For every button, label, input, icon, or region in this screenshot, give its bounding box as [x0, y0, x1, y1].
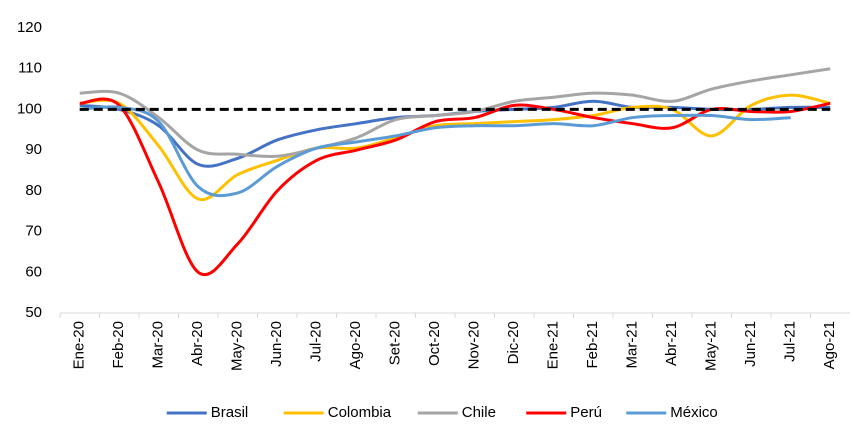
x-tick-label: May-20 — [229, 321, 246, 371]
y-tick-label: 120 — [17, 19, 42, 36]
x-tick-label: Mar-20 — [150, 321, 167, 369]
series-line — [79, 67, 831, 159]
y-tick-label: 110 — [18, 60, 42, 77]
x-tick-label: Abr-21 — [663, 321, 680, 366]
x-tick-label: Ago-21 — [821, 321, 838, 369]
x-tick-label: Ene-21 — [545, 321, 562, 369]
x-tick-label: Ene-20 — [71, 321, 88, 369]
x-tick-label: Nov-20 — [466, 321, 483, 369]
x-tick-label: May-21 — [703, 321, 720, 371]
y-tick-label: 100 — [17, 100, 42, 117]
x-tick-label: Feb-21 — [584, 321, 601, 369]
legend-label: Perú — [570, 404, 602, 421]
legend-label: México — [670, 404, 718, 421]
x-tick-label: Jul-21 — [782, 321, 799, 362]
x-tick-label: Jul-20 — [308, 321, 325, 362]
legend-label: Colombia — [328, 404, 392, 421]
y-tick-label: 60 — [25, 263, 42, 280]
x-tick-label: Jun-21 — [742, 321, 759, 367]
x-tick-label: Ago-20 — [347, 321, 364, 369]
x-tick-label: Set-20 — [387, 321, 404, 365]
series-line — [79, 97, 831, 277]
y-tick-label: 80 — [25, 182, 42, 199]
x-tick-label: Oct-20 — [426, 321, 443, 366]
y-tick-label: 50 — [25, 304, 42, 321]
series-line — [79, 105, 791, 198]
series-line — [79, 93, 831, 202]
x-tick-label: Jun-20 — [268, 321, 285, 367]
legend-label: Chile — [462, 404, 496, 421]
legend-label: Brasil — [211, 404, 249, 421]
x-tick-label: Feb-20 — [110, 321, 127, 369]
x-tick-label: Dic-20 — [505, 321, 522, 364]
y-tick-label: 70 — [25, 223, 42, 240]
y-tick-label: 90 — [25, 141, 42, 158]
x-tick-label: Mar-21 — [624, 321, 641, 369]
x-tick-label: Abr-20 — [189, 321, 206, 366]
